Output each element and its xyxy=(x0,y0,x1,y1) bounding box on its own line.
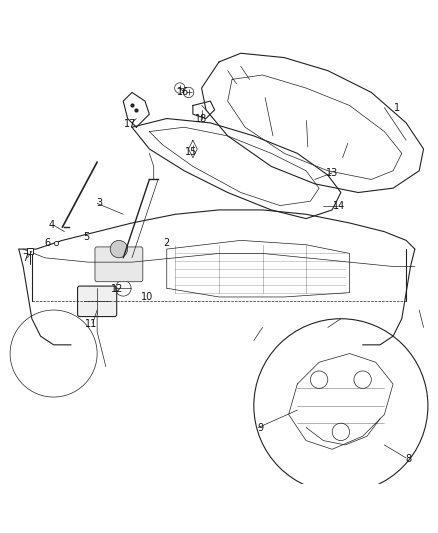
Text: 16: 16 xyxy=(177,87,190,98)
Text: 15: 15 xyxy=(184,148,197,157)
Text: 17: 17 xyxy=(124,119,136,129)
Text: 6: 6 xyxy=(44,238,50,247)
Text: 5: 5 xyxy=(83,232,89,242)
Text: 18: 18 xyxy=(194,115,207,124)
FancyBboxPatch shape xyxy=(95,247,143,282)
Text: 12: 12 xyxy=(110,284,123,294)
Text: 2: 2 xyxy=(164,238,170,247)
Text: 14: 14 xyxy=(332,201,345,212)
Text: 7: 7 xyxy=(22,253,28,263)
Circle shape xyxy=(254,319,428,493)
Text: 3: 3 xyxy=(96,198,102,208)
Text: 9: 9 xyxy=(257,423,263,433)
Text: 13: 13 xyxy=(326,168,338,178)
Text: 8: 8 xyxy=(405,454,411,464)
Text: 10: 10 xyxy=(141,292,153,302)
Text: 4: 4 xyxy=(48,220,54,230)
FancyBboxPatch shape xyxy=(78,286,117,317)
Text: 1: 1 xyxy=(394,103,400,112)
Circle shape xyxy=(110,240,127,258)
Text: 11: 11 xyxy=(85,319,97,329)
